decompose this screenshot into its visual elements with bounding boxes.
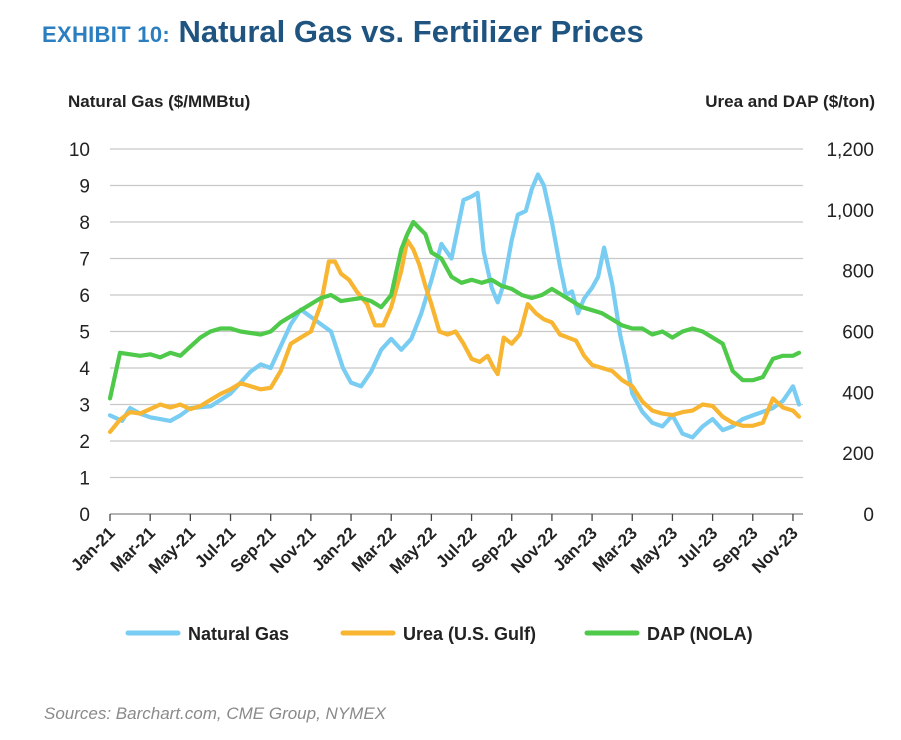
left-tick-label: 3 [79,396,90,417]
right-tick-label: 400 [842,383,874,404]
left-tick-label: 7 [79,250,90,271]
right-tick-label: 200 [842,444,874,465]
right-tick-label: 600 [842,323,874,344]
legend-label: DAP (NOLA) [647,624,753,644]
left-tick-label: 1 [79,469,90,490]
left-tick-label: 8 [79,213,90,234]
left-tick-label: 0 [79,505,90,526]
x-tick-label: Nov-23 [748,523,802,577]
series-line-natural-gas [107,172,802,440]
legend-label: Natural Gas [188,624,289,644]
source-note: Sources: Barchart.com, CME Group, NYMEX [44,704,386,723]
right-axis-title: Urea and DAP ($/ton) [705,92,875,111]
legend-item-urea-u-s-gulf: Urea (U.S. Gulf) [340,624,536,644]
left-axis-title: Natural Gas ($/MMBtu) [68,92,251,111]
series-line-urea-u-s-gulf [107,238,802,434]
chart-title-row: EXHIBIT 10: Natural Gas vs. Fertilizer P… [42,14,644,50]
x-tick-label: Nov-21 [266,523,320,577]
x-tick-label: Nov-22 [507,523,561,577]
chart-title: Natural Gas vs. Fertilizer Prices [178,14,644,49]
series-line-dap-nola [107,219,802,401]
left-tick-label: 10 [69,140,90,161]
left-tick-label: 2 [79,432,90,453]
legend-label: Urea (U.S. Gulf) [403,624,536,644]
left-tick-label: 5 [79,323,90,344]
right-tick-label: 0 [863,505,874,526]
right-tick-label: 1,000 [826,201,874,222]
line-chart: 01234567891002004006008001,0001,200Jan-2… [67,140,874,644]
legend-item-dap-nola: DAP (NOLA) [584,624,753,644]
exhibit-label: EXHIBIT 10: [42,22,170,47]
left-tick-label: 6 [79,286,90,307]
left-tick-label: 9 [79,177,90,198]
legend-item-natural-gas: Natural Gas [125,624,289,644]
right-tick-label: 800 [842,262,874,283]
right-tick-label: 1,200 [826,140,874,161]
left-tick-label: 4 [79,359,90,380]
